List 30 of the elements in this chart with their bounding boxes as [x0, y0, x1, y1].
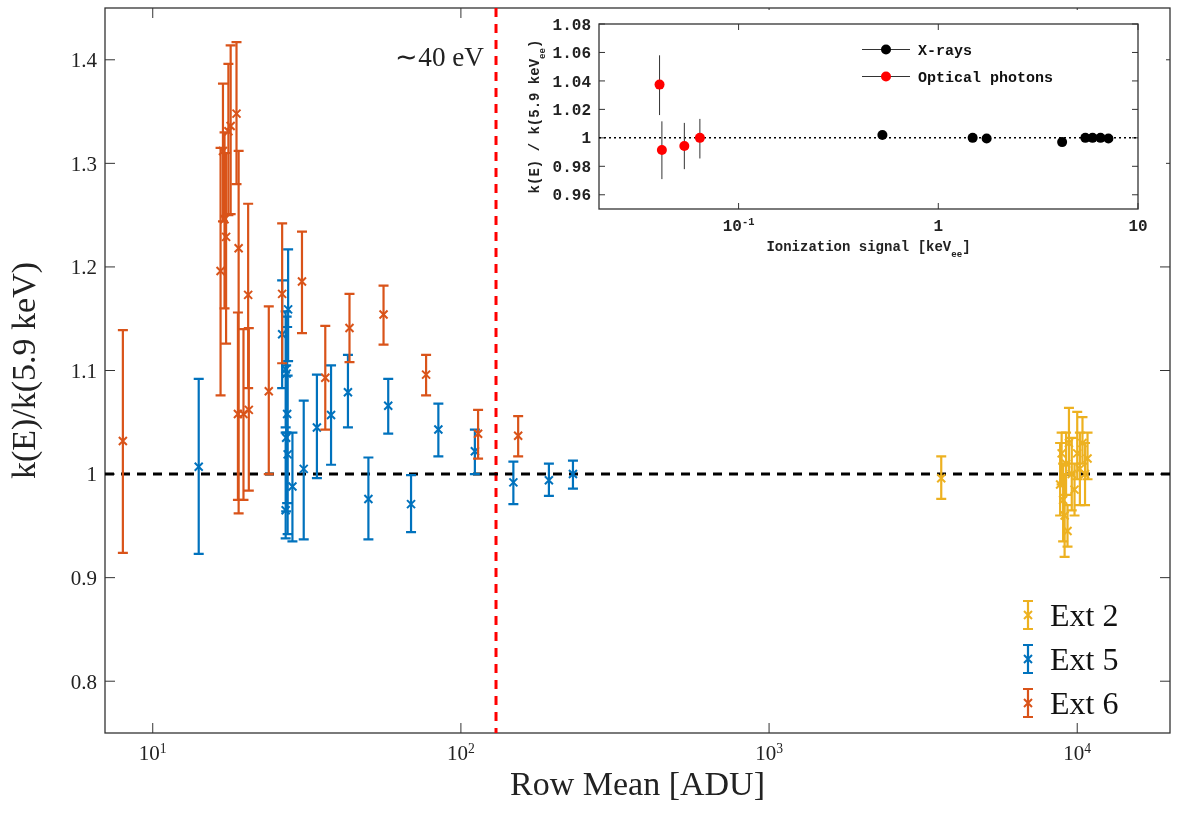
y-tick-label: 1.04	[552, 73, 592, 92]
x-tick-label: 10$^{1}$	[138, 740, 167, 765]
y-tick-label: 0.96	[552, 187, 591, 206]
y-axis-title: k(E)/k(5.9 keV)	[5, 261, 43, 480]
y-tick-label: 1.06	[552, 45, 591, 64]
legend-label: Ext 6	[1050, 685, 1119, 722]
x-axis-title: Row Mean [ADU]	[510, 765, 765, 802]
legend-label: Optical photons	[918, 69, 1054, 87]
y-tick-label: 0.9	[70, 565, 97, 590]
y-tick-label: 1.4	[70, 48, 98, 73]
y-tick-label: 0.8	[70, 669, 97, 694]
x-tick-label: 10$^{2}$	[446, 740, 475, 765]
x-tick-label: 10$^{4}$	[1063, 740, 1092, 765]
legend-label: X-rays	[918, 42, 973, 60]
y-tick-label: 1.2	[70, 255, 97, 280]
x-tick-label: 10$^{3}$	[755, 740, 784, 765]
x-tick-label: 10$^{-1}$	[722, 216, 755, 236]
x-axis-title: Ionization signal [keV$_{ee}$]	[766, 239, 971, 260]
y-tick-label: 1	[581, 130, 591, 149]
legend-label: Ext 5	[1050, 641, 1119, 678]
y-tick-label: 0.98	[552, 158, 591, 177]
y-tick-label: 1.08	[552, 16, 591, 35]
y-tick-label: 1	[86, 462, 97, 487]
legend-label: Ext 2	[1050, 597, 1119, 634]
x-tick-label: 1	[933, 218, 944, 236]
ref-line-label: ∼40 eV	[395, 42, 485, 72]
y-tick-label: 1.3	[70, 151, 97, 176]
y-tick-label: 1.1	[70, 358, 97, 383]
y-tick-label: 1.02	[552, 101, 591, 120]
x-tick-label: 10	[1128, 218, 1148, 236]
